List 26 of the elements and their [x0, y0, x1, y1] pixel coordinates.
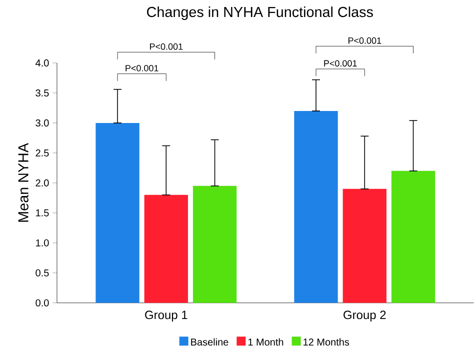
y-tick-label: 2.5 — [36, 149, 49, 157]
x-tick-label: Group 1 — [145, 310, 188, 322]
bar — [96, 123, 140, 303]
text: P<0.001 — [150, 43, 183, 50]
y-tick-label: 1.5 — [36, 209, 49, 216]
annotation: P<0.001 — [324, 60, 357, 67]
chart-title: Changes in NYHA Functional Class — [147, 6, 373, 20]
bar — [192, 186, 237, 303]
bar — [342, 188, 386, 303]
x-tick-label: Group 2 — [344, 310, 386, 322]
y-tick-label: 2.0 — [36, 179, 49, 187]
legend-label: Baseline — [191, 338, 228, 346]
y-tick-label: 0.0 — [36, 299, 49, 306]
text: P<0.001 — [348, 37, 382, 44]
y-tick-label: 4.0 — [36, 60, 49, 67]
annotation: P<0.001 — [126, 65, 158, 72]
y-tick-label: 0.5 — [36, 269, 49, 276]
y-tick-label: 3.5 — [36, 90, 49, 97]
y-tick-label: 3.0 — [36, 119, 49, 127]
y-axis-title: Mean NYHA — [18, 143, 28, 222]
bar — [391, 171, 436, 303]
bar — [144, 194, 188, 303]
y-tick-label: 1.0 — [36, 239, 49, 247]
legend-label: 1 Month — [248, 338, 284, 346]
legend-label: 12 Months — [304, 338, 350, 346]
bar — [294, 111, 338, 303]
